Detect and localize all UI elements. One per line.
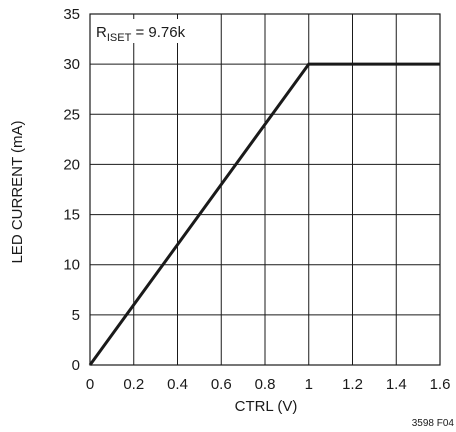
x-tick-label: 1.6 xyxy=(430,376,451,393)
y-tick-label: 35 xyxy=(63,6,80,23)
series-group xyxy=(88,62,440,366)
x-tick-labels: 0 0.2 0.4 0.6 0.8 1 1.2 1.4 1.6 xyxy=(86,376,451,393)
y-tick-label: 30 xyxy=(63,56,80,73)
x-tick-label: 0 xyxy=(86,376,94,393)
led-current-line xyxy=(88,62,440,366)
y-tick-label: 10 xyxy=(63,257,80,274)
rset-annotation-sub: ISET xyxy=(107,32,132,44)
figure-id: 3598 F04 xyxy=(412,418,455,429)
y-tick-label: 15 xyxy=(63,207,80,224)
x-tick-label: 1 xyxy=(305,376,313,393)
plot-frame xyxy=(89,13,441,366)
y-tick-labels: 0 5 10 15 20 25 30 35 xyxy=(63,6,80,374)
x-tick-label: 0.4 xyxy=(167,376,188,393)
y-tick-label: 20 xyxy=(63,156,80,173)
grid xyxy=(89,13,441,366)
y-tick-label: 5 xyxy=(72,307,80,324)
x-tick-label: 1.2 xyxy=(342,376,363,393)
x-tick-label: 0.8 xyxy=(255,376,276,393)
annotation-background xyxy=(92,19,204,43)
x-tick-label: 1.4 xyxy=(386,376,407,393)
x-tick-label: 0.6 xyxy=(211,376,232,393)
y-tick-label: 0 xyxy=(72,357,80,374)
rset-annotation-rest: = 9.76k xyxy=(131,24,185,41)
x-axis-title: CTRL (V) xyxy=(235,398,298,415)
rset-annotation-main: R xyxy=(96,24,107,41)
rset-annotation: RISET = 9.76k xyxy=(96,24,186,44)
y-tick-label: 25 xyxy=(63,106,80,123)
x-tick-label: 0.2 xyxy=(123,376,144,393)
y-axis-title: LED CURRENT (mA) xyxy=(9,120,26,263)
